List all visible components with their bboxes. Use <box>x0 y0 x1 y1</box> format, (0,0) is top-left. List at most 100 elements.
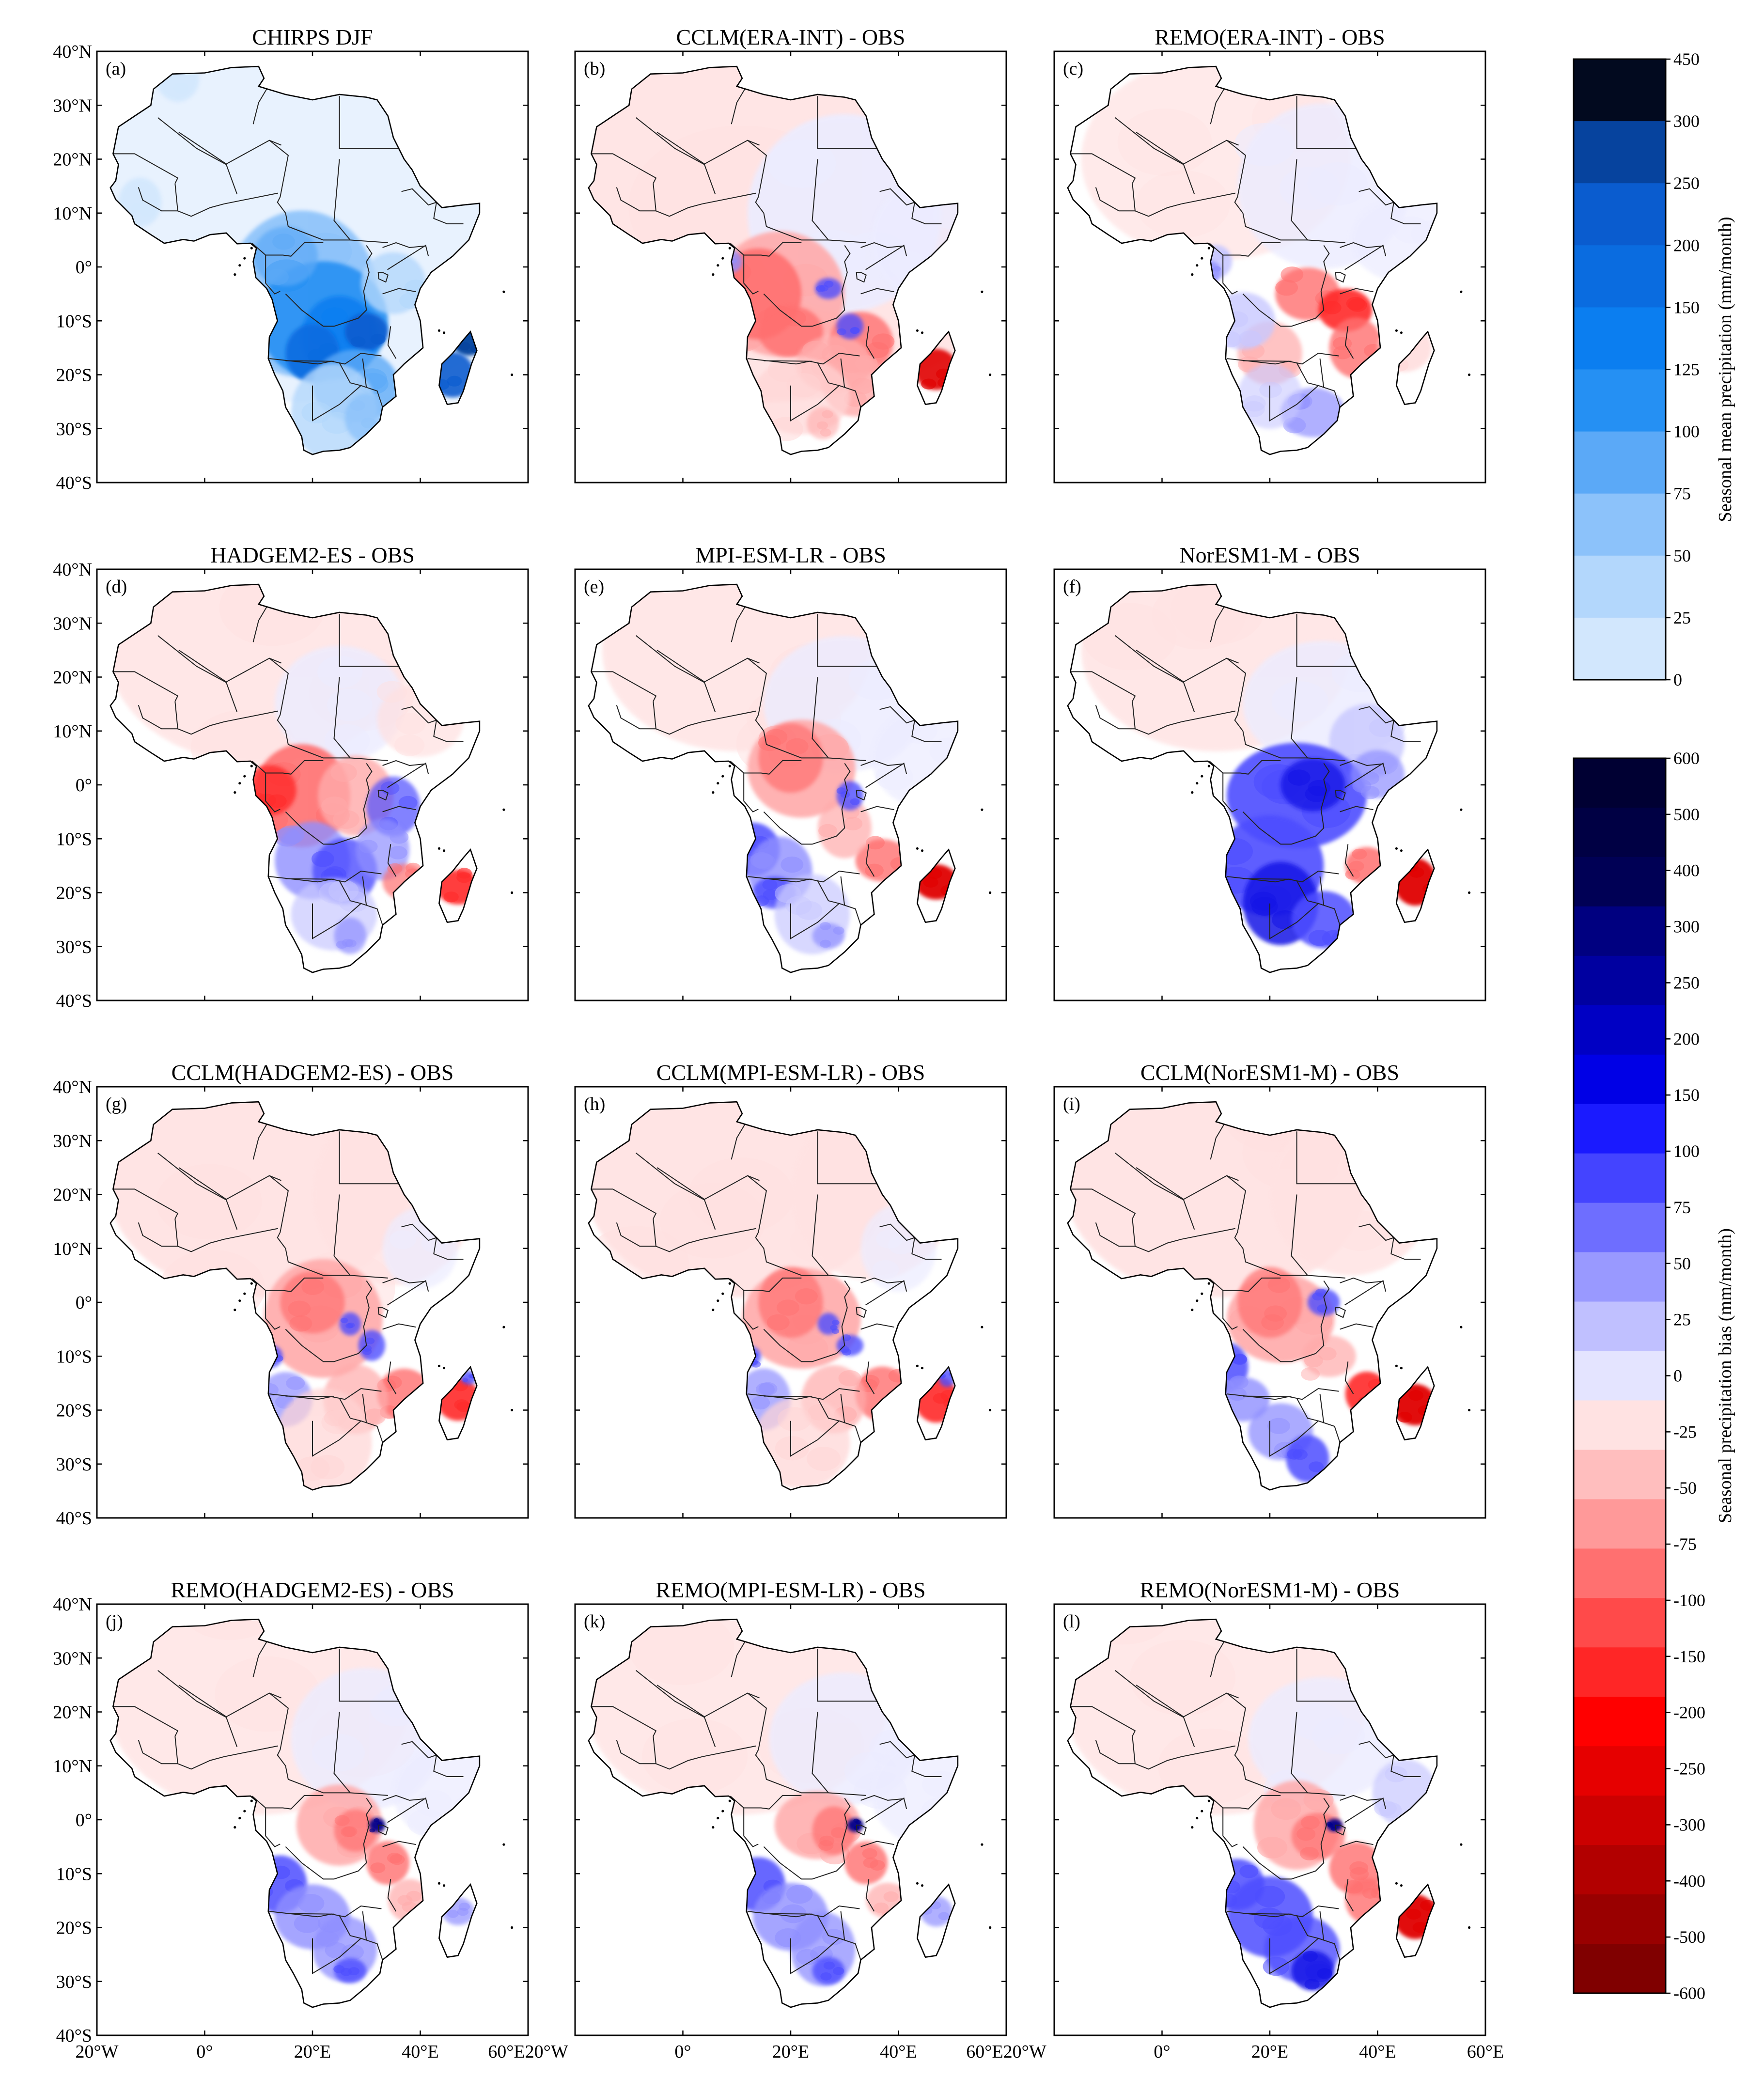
lat-tick-label: 30°S <box>56 419 92 439</box>
colorbar-swatch <box>1574 1351 1666 1401</box>
field-speckle <box>1234 123 1295 166</box>
border-line <box>1291 1194 1345 1279</box>
island-dot <box>1460 1843 1463 1846</box>
border-line <box>812 1194 866 1279</box>
island-dot <box>243 1810 246 1812</box>
field-speckle <box>816 421 828 430</box>
border-line <box>1340 806 1374 812</box>
colorbar-swatch <box>1574 1450 1666 1499</box>
field-speckle <box>312 851 334 867</box>
border-line <box>591 1188 657 1219</box>
field-blob <box>366 1841 410 1885</box>
border-line <box>252 1124 267 1160</box>
lat-tick-label: 0° <box>76 257 92 278</box>
field-speckle <box>394 734 425 756</box>
field-speckle <box>838 1370 861 1387</box>
border-line <box>1340 760 1383 766</box>
border-line <box>224 1745 278 1757</box>
island-dot <box>234 1826 236 1829</box>
field-speckle <box>823 1961 835 1970</box>
country-borders <box>113 1124 464 1457</box>
field-speckle <box>131 203 146 214</box>
field-speckle <box>795 1288 818 1305</box>
border-line <box>763 1797 851 1880</box>
field-speckle <box>390 1230 416 1250</box>
colorbar-swatch <box>1574 1301 1666 1352</box>
border-line <box>790 1937 861 1974</box>
colorbar-tick-label: 250 <box>1673 973 1700 992</box>
colorbar-swatch <box>1574 307 1666 370</box>
border-line <box>1344 244 1387 270</box>
field-speckle <box>1315 1288 1327 1297</box>
island-dot <box>1395 329 1398 332</box>
border-line <box>702 1228 756 1240</box>
field-speckle <box>775 884 801 903</box>
field-speckle <box>359 840 378 854</box>
border-line <box>817 1649 883 1702</box>
border-line <box>339 1398 361 1421</box>
border-line <box>224 192 278 204</box>
border-line <box>382 1795 426 1801</box>
lat-tick-label: 40°N <box>53 1077 92 1097</box>
border-line <box>138 704 178 730</box>
island-dot <box>250 765 253 767</box>
field-speckle <box>317 656 363 688</box>
island-dot <box>921 331 924 334</box>
field-speckle <box>820 1972 832 1981</box>
colorbar-swatch <box>1574 1894 1666 1944</box>
lat-tick-label: 20°N <box>53 150 92 170</box>
field-speckle <box>818 1840 834 1851</box>
island-dot <box>502 808 505 811</box>
field-speckle <box>342 1826 358 1837</box>
border-line <box>1136 132 1239 165</box>
border-line <box>817 880 840 904</box>
border-line <box>1269 903 1341 939</box>
border-line <box>790 903 861 939</box>
colorbar-title: Seasonal precipitation bias (mm/month) <box>1715 1228 1735 1523</box>
border-line <box>860 760 904 766</box>
island-dot <box>1196 782 1199 785</box>
border-line <box>702 1745 756 1757</box>
border-line <box>1209 1277 1281 1292</box>
field-blob <box>758 1266 823 1338</box>
border-line <box>1340 1795 1383 1801</box>
colorbar-swatch <box>1574 59 1666 122</box>
colorbar-swatch <box>1574 1845 1666 1895</box>
border-line <box>1269 1420 1341 1457</box>
border-line <box>817 362 840 386</box>
island-dot <box>728 1282 731 1285</box>
field-blob <box>836 313 864 339</box>
field-speckle <box>1243 395 1266 412</box>
border-line <box>1226 657 1308 759</box>
island-dot <box>921 1884 924 1887</box>
island-dot <box>442 1367 446 1370</box>
field-speckle <box>766 1314 790 1330</box>
island-dot <box>1207 765 1210 767</box>
island-dot <box>1400 1884 1403 1887</box>
island-dot <box>981 1326 983 1328</box>
border-line <box>362 1911 367 1941</box>
field-speckle <box>380 781 400 795</box>
border-line <box>1181 1228 1235 1240</box>
border-line <box>653 183 702 217</box>
panel-title: CCLM(ERA-INT) - OBS <box>676 25 905 49</box>
island-dot <box>1201 1810 1203 1812</box>
border-line <box>747 1388 860 1400</box>
border-line <box>591 1706 657 1737</box>
field-speckle <box>387 1853 403 1864</box>
coastline <box>588 1618 959 2008</box>
colorbar-tick-label: 500 <box>1673 805 1700 824</box>
island-dot <box>511 1408 514 1412</box>
border-line <box>812 159 866 243</box>
lake-outline <box>1335 272 1346 283</box>
lat-tick-label: 40°S <box>56 1508 92 1529</box>
field-speckle <box>307 349 327 363</box>
colorbar-swatch <box>1574 1400 1666 1450</box>
border-line <box>865 1361 875 1394</box>
border-line <box>362 358 367 388</box>
field-speckle <box>1239 1864 1259 1878</box>
field-speckle <box>688 1157 794 1234</box>
border-line <box>1136 1685 1239 1718</box>
field-speckle <box>851 378 874 394</box>
field-speckle <box>341 1826 356 1838</box>
